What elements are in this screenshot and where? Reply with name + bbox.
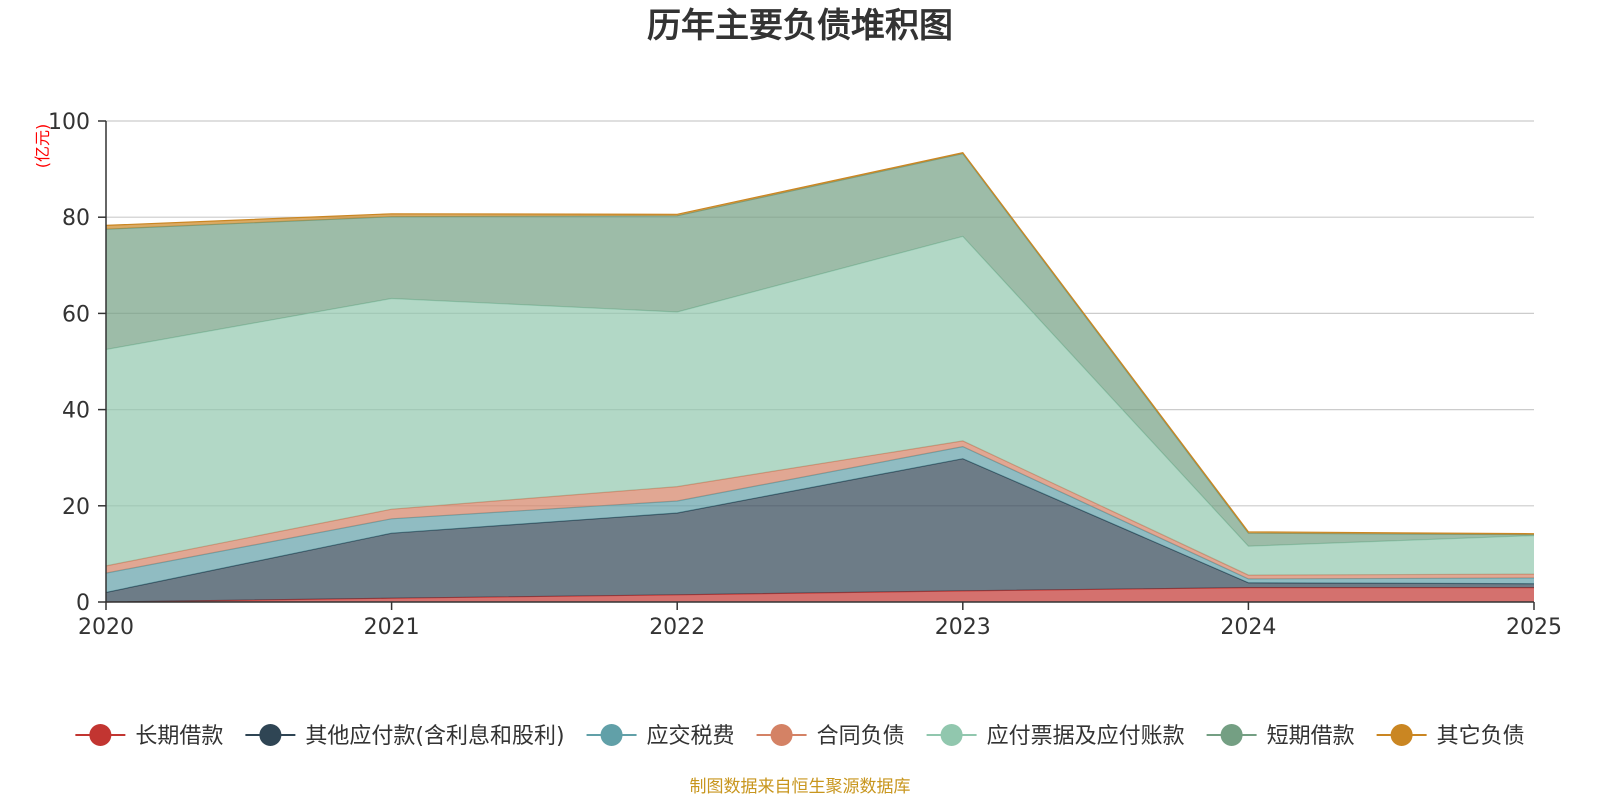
legend-item-3[interactable]: 合同负债 [756,724,905,749]
legend-label: 合同负债 [817,724,905,749]
legend-label: 其他应付款(含利息和股利) [305,724,564,749]
y-tick-label: 100 [48,110,90,135]
legend-label: 应付票据及应付账款 [987,724,1185,749]
x-tick-label: 2020 [78,615,134,640]
legend-dot-icon [600,724,623,746]
grid-lines: 0 20 40 60 80 100 [48,110,1534,616]
area-series-1 [106,458,1534,602]
legend-dot-icon [89,724,112,746]
chart-title: 历年主要负债堆积图 [647,6,953,46]
legend-dot-icon [770,724,793,746]
x-tick-label: 2021 [364,615,420,640]
legend-label: 应交税费 [647,724,735,749]
area-series-line-6 [105,152,1535,535]
y-tick-label: 60 [62,302,90,327]
area-series-5 [106,153,1534,547]
y-tick-label: 40 [62,399,90,424]
y-tick-label: 0 [76,591,90,616]
legend-item-2[interactable]: 应交税费 [586,724,735,749]
legend-dot-icon [259,724,282,746]
legend-label: 长期借款 [135,724,223,749]
y-tick-label: 20 [62,495,90,520]
legend-dot-icon [940,724,963,746]
area-series-4 [106,236,1534,576]
legend[interactable]: 长期借款 其他应付款(含利息和股利) 应交税费 合同负债 应付票据及应付账款 短期借款 其它… [75,724,1525,749]
x-tick-label: 2022 [649,615,705,640]
axes: 2020 2021 2022 2023 2024 2025 [78,120,1562,640]
source-note: 制图数据来自恒生聚源数据库 [690,777,911,797]
area-series-group [105,152,1535,603]
area-series-3 [106,440,1534,579]
y-unit-label: (亿元) [33,124,52,169]
x-tick-label: 2023 [935,615,991,640]
y-tick-label: 80 [62,206,90,231]
legend-label: 其它负债 [1437,724,1525,749]
legend-item-4[interactable]: 应付票据及应付账款 [926,724,1185,749]
legend-label: 短期借款 [1267,724,1355,749]
x-tick-label: 2025 [1506,615,1562,640]
legend-item-5[interactable]: 短期借款 [1206,724,1355,749]
legend-dot-icon [1220,724,1243,746]
legend-item-6[interactable]: 其它负债 [1376,724,1525,749]
area-series-2 [106,446,1534,593]
legend-item-1[interactable]: 其他应付款(含利息和股利) [245,724,565,749]
area-series-0 [106,587,1534,602]
x-tick-label: 2024 [1220,615,1276,640]
legend-item-0[interactable]: 长期借款 [75,724,223,749]
legend-dot-icon [1390,724,1413,746]
